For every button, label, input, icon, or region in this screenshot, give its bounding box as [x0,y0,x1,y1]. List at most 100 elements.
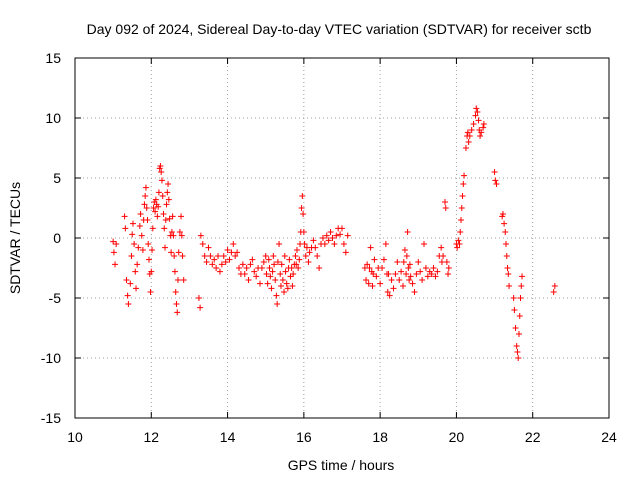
data-point [180,277,187,283]
data-point [155,189,162,196]
data-point [468,127,475,133]
data-point [142,184,149,191]
data-point [473,105,480,112]
data-point [197,304,204,311]
data-point [141,201,148,208]
data-point [392,271,399,277]
data-point [365,280,372,287]
data-point [165,181,172,187]
data-point [461,172,468,179]
data-point [127,280,134,287]
data-point [245,277,252,283]
data-point [296,256,303,263]
data-point [136,223,143,229]
data-point [434,268,441,275]
data-point [272,277,279,283]
data-point [382,241,389,247]
data-point [325,237,332,244]
data-point [321,241,328,247]
data-point [290,271,297,277]
data-point [477,133,484,139]
data-point [216,268,223,275]
data-point [277,271,284,277]
tick-labels: 10 12 14 16 18 20 22 24 -15 -10 -5 0 5 10 15 [41,50,617,445]
y-tick-label: -15 [41,410,61,426]
data-point [400,283,407,289]
data-point [178,213,185,220]
data-point [511,307,518,313]
data-point [513,343,520,349]
data-point [213,265,220,271]
data-point [256,280,263,287]
data-point [499,211,506,217]
data-point [464,129,471,136]
data-point [474,109,481,115]
data-point [129,231,136,238]
data-point [319,235,326,241]
data-point [125,301,132,307]
data-point [428,271,435,277]
data-point [164,189,171,196]
data-point [406,277,413,283]
data-point [172,289,179,295]
data-point [247,261,254,268]
data-point [411,289,418,295]
data-point [286,256,293,263]
data-point [131,241,138,247]
data-point [445,265,452,271]
data-point [462,145,469,151]
data-point [417,268,424,275]
data-point [503,253,510,259]
data-point [281,289,288,295]
data-point [174,277,181,283]
data-point [441,199,448,205]
data-point [337,231,344,238]
data-point [121,213,128,220]
data-point [142,193,149,199]
data-point [274,301,281,307]
data-point [135,244,142,251]
data-point [396,277,403,283]
data-point [310,237,317,244]
data-point [407,273,414,280]
data-point [371,256,378,263]
data-point [277,283,284,289]
data-point [138,232,145,239]
y-tick-label: 0 [53,230,61,246]
data-point [415,259,422,265]
data-point [258,265,265,271]
y-axis-label: SDTVAR / TECUs [7,182,23,294]
data-point [155,203,162,210]
data-point [158,169,165,175]
data-point [333,232,340,239]
data-point [139,247,146,253]
data-point [122,225,129,232]
data-point [176,229,183,235]
data-point [166,215,173,222]
data-point [123,277,130,283]
data-point [199,241,206,247]
data-point [455,237,462,244]
data-point [169,213,176,220]
data-point [510,295,517,301]
data-point [327,229,334,235]
data-point [249,256,256,263]
data-point [171,253,178,259]
data-point [445,271,452,277]
y-tick-label: 5 [53,170,61,186]
data-point [424,273,431,280]
data-point [403,271,410,277]
data-point [205,244,212,251]
data-point [400,259,407,265]
data-point [228,249,235,256]
data-point [491,169,498,175]
data-point [364,261,371,268]
data-point [472,112,479,119]
data-point [377,280,384,287]
data-point [421,241,428,247]
data-point [515,355,522,361]
data-point [207,253,214,259]
data-point [263,271,270,277]
data-point [314,253,321,259]
x-tick-label: 24 [601,429,617,445]
